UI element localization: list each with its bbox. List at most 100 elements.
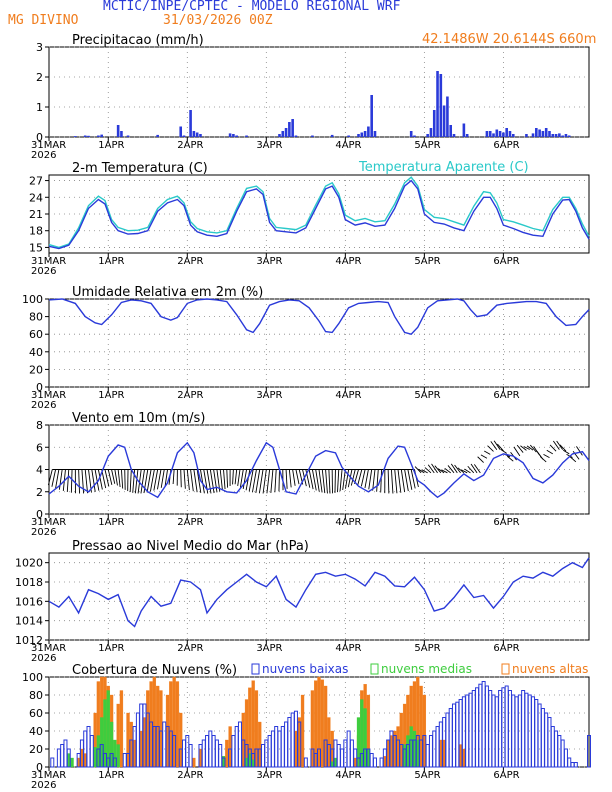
x-tick-label: 31MAR [31,643,66,654]
wind-arrow [559,444,567,452]
cloud-bar [89,735,94,768]
x-year-label: 2026 [31,780,56,791]
cloud-bar [550,726,555,768]
wind-arrow [523,446,530,450]
wind-arrow [414,466,422,474]
wind-barb [91,469,96,492]
wind-barb [149,469,155,492]
y-tick-label: 4 [36,464,43,477]
cloud-bar [567,757,572,768]
precip-bar [83,135,87,137]
wind-barb [400,469,406,493]
legend-swatch [370,663,379,675]
panel-title: Cobertura de Nuvens (%) [72,663,237,678]
cloud-bar [504,685,509,768]
wind-barb [248,469,254,492]
cloud-bar [537,703,542,768]
wind-arrow [500,449,507,454]
precip-bar [429,128,433,137]
cloud-bar [369,753,374,768]
series-line [48,557,590,628]
wind-barb [78,469,80,494]
precip-bar [373,131,377,137]
panel-title: Pressao ao Nivel Medio do Mar (hPa) [72,539,309,554]
wind-barb [107,469,113,486]
cloud-bar [340,748,345,768]
cloud-bar [208,730,213,768]
x-tick-label: 5APR [414,390,440,401]
wind-barb [274,469,277,493]
y-tick-label: 1 [36,101,43,114]
precip-bar [291,119,294,137]
cloud-bar [303,757,308,768]
wind-barb [376,469,379,492]
precip-bar [232,134,235,137]
y-tick-label: 2 [36,71,43,84]
wind-barb [295,469,300,485]
wind-arrow [576,446,583,456]
x-tick-label: 2APR [177,256,203,267]
cloud-bar [425,744,430,768]
wind-arrow [513,446,521,457]
wind-barb [157,469,162,490]
x-tick-label: 1APR [98,256,124,267]
cloud-bar [66,748,71,768]
precip-bar [538,129,541,137]
wind-arrow [543,454,550,459]
wind-barb [190,469,194,492]
cloud-bar [56,748,61,768]
wind-barb [213,469,218,493]
y-tick-label: 8 [36,419,43,432]
cloud-bar [471,690,476,768]
wind-barb [196,469,202,493]
wind-barb [186,469,190,491]
precip-bar [126,135,130,137]
precip-bar [502,132,505,137]
panel-title: Precipitacao (mm/h) [72,33,204,48]
wind-barb [129,469,132,493]
precip-bar [311,135,314,137]
cloud-bar [290,712,295,768]
precip-bar [87,135,90,137]
precip-bar [192,131,196,137]
location-label: MG DIVINO [8,13,79,28]
cloud-bar [372,757,377,768]
wind-barb [193,469,198,493]
wind-arrow [520,445,527,451]
precip-bar [452,134,456,137]
wind-barb [407,469,413,490]
x-tick-label: 1APR [98,643,124,654]
cloud-bar [86,726,91,768]
cloud-bar [336,744,341,768]
x-tick-label: 1APR [98,140,124,151]
wind-barb [183,469,186,489]
x-tick-label: 31MAR [31,140,66,151]
wind-arrow [506,455,514,462]
precip-bar [330,134,334,137]
y-tick-label: 20 [29,743,43,756]
cloud-bar [481,681,486,768]
precip-bar [544,128,548,137]
precip-bar [442,105,446,137]
x-tick-label: 31MAR [31,390,66,401]
y-tick-label: 60 [29,707,43,720]
wind-barb [347,469,353,488]
cloud-bar [221,757,226,768]
cloud-bar [287,717,292,768]
y-tick-label: 21 [29,208,43,221]
x-tick-label: 2APR [177,140,203,151]
cloud-bar [231,735,236,768]
wind-barb [134,469,139,494]
plot-frame [48,298,590,388]
wind-arrow [546,449,554,455]
cloud-bar [175,681,180,768]
cloud-bar [234,726,239,768]
wind-barb [180,469,182,488]
cloud-bar [435,726,440,768]
wind-arrow [549,444,557,452]
precip-bar [535,128,538,137]
panel-title: Umidade Relativa em 2m (%) [72,285,263,300]
chart-header: MCTIC/INPE/CPTEC - MODELO REGIONAL WRF M… [0,0,612,30]
cloud-bar [445,712,450,768]
cloud-bar [491,694,496,768]
